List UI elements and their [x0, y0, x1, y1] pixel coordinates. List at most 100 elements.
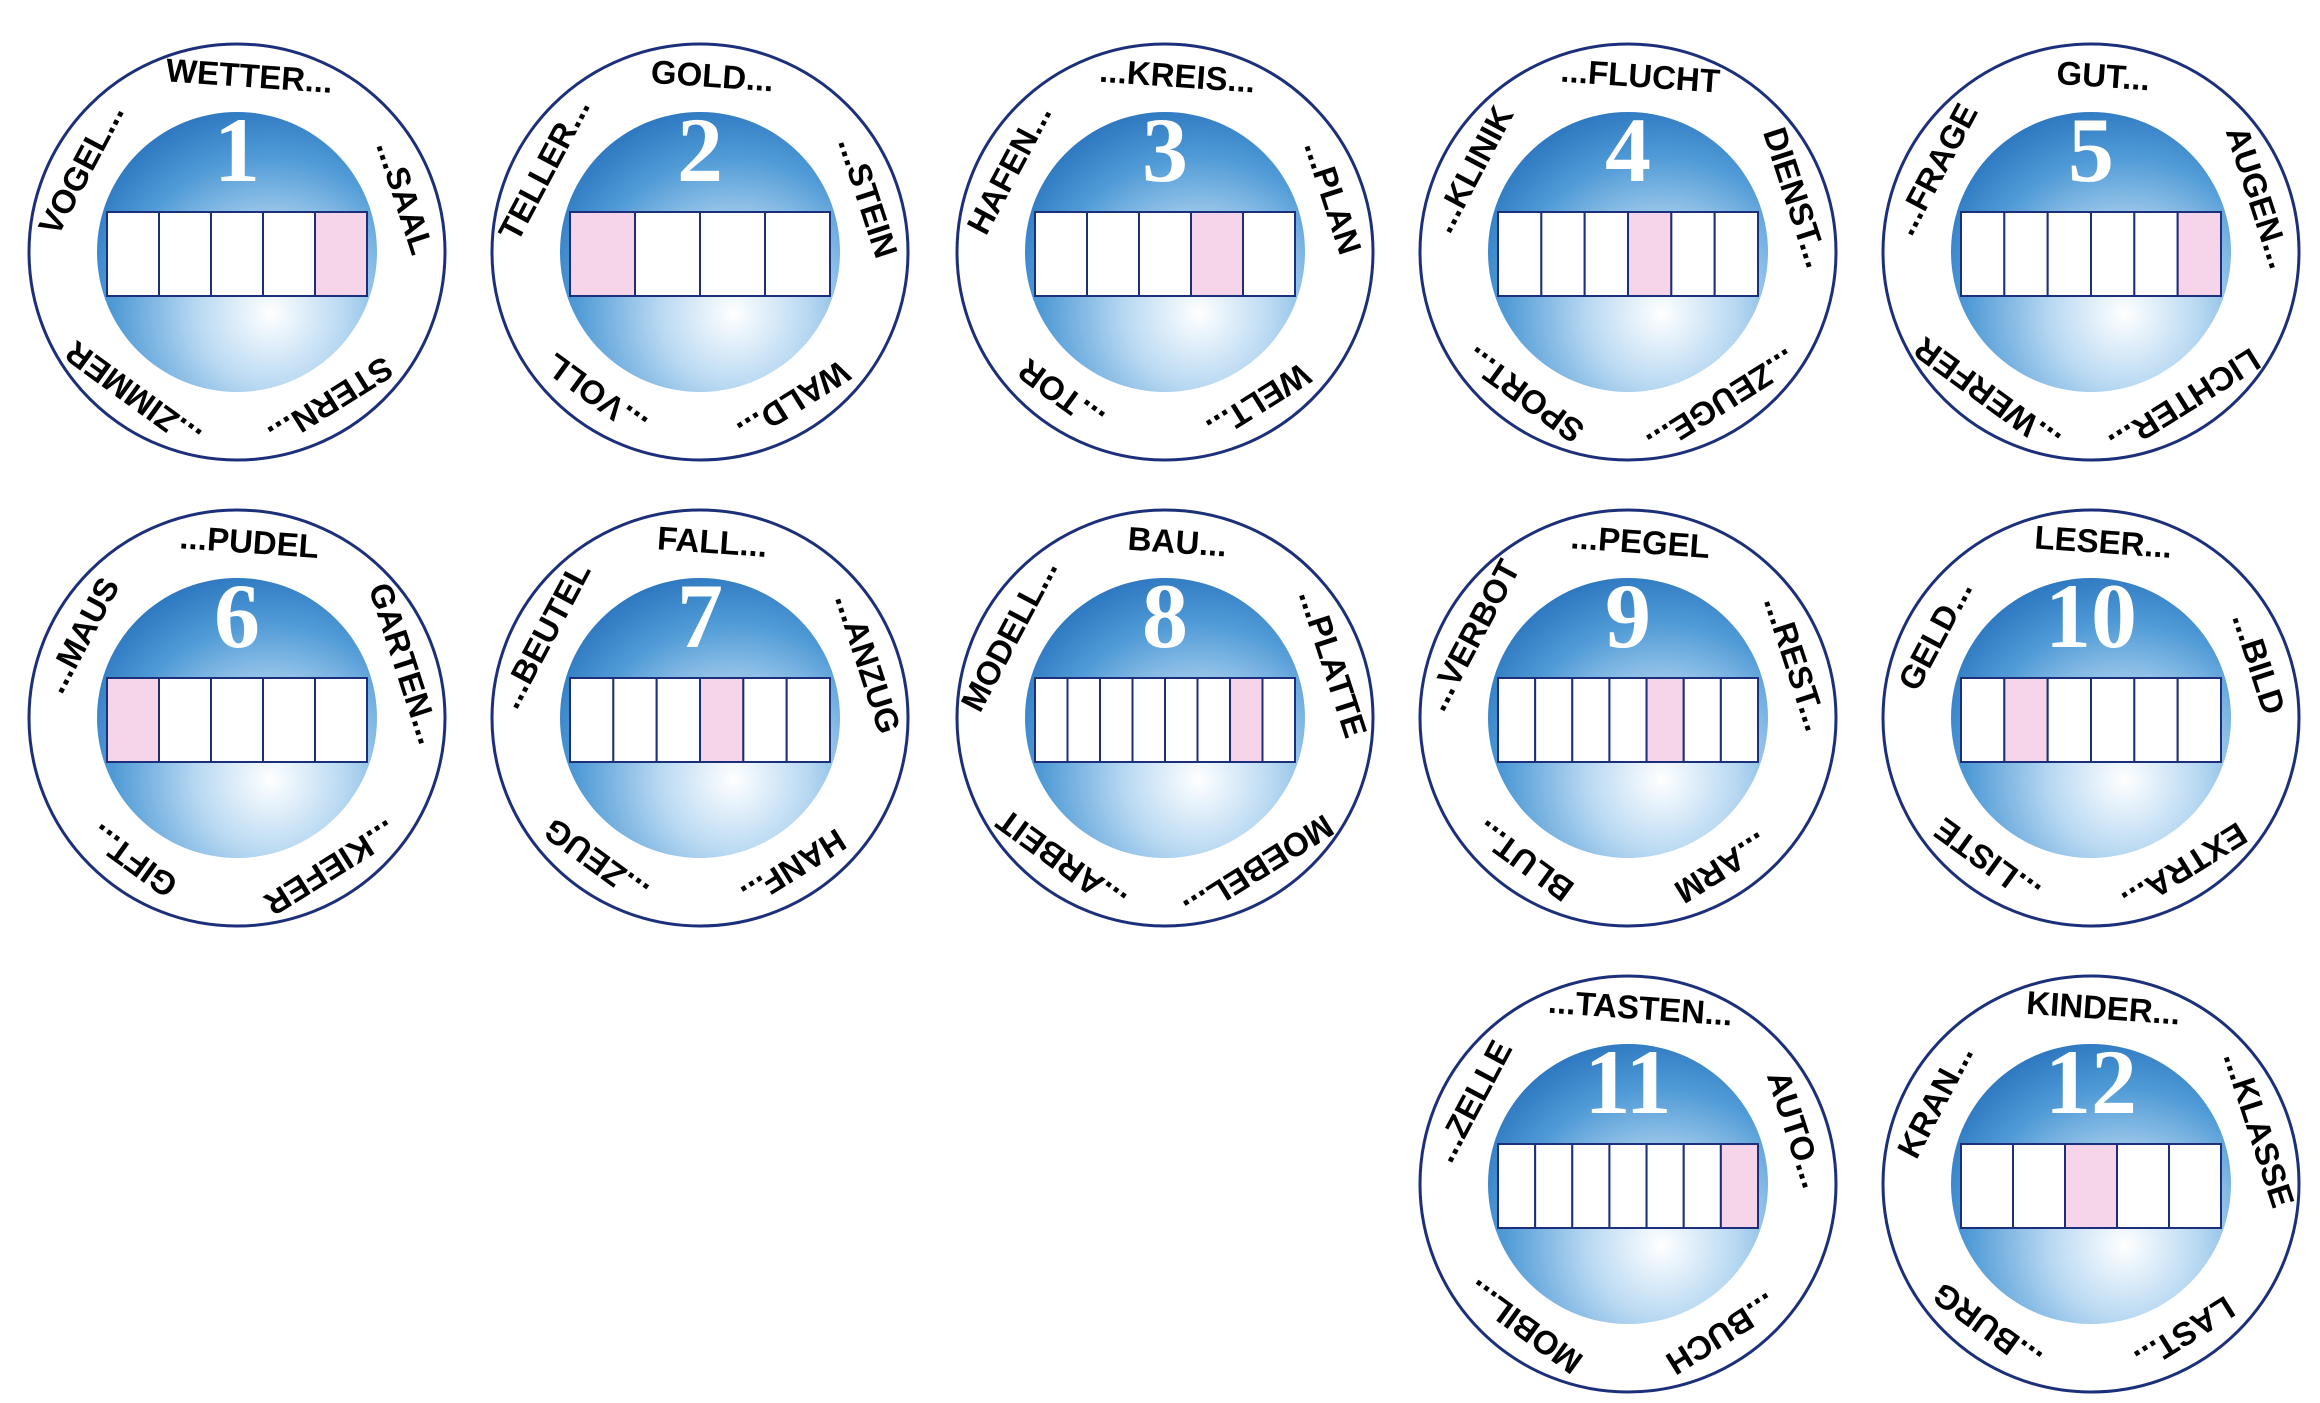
- answer-cells: [569, 211, 831, 297]
- puzzle-disc: 6...MAUS...PUDELGARTEN......KIEFERGIFT..…: [27, 508, 449, 928]
- answer-cell: [1196, 677, 1231, 763]
- puzzle-number: 3: [1142, 99, 1188, 201]
- puzzle-disc: 12KRAN...KINDER......KLASSELAST......BUR…: [1881, 974, 2302, 1394]
- clue-word: GUT...: [2055, 54, 2151, 97]
- answer-cells: [106, 677, 368, 763]
- answer-cell: [1571, 677, 1611, 763]
- answer-cell: [158, 677, 212, 763]
- answer-cell: [1670, 211, 1716, 297]
- answer-cells: [1960, 677, 2223, 763]
- answer-cell: [1138, 211, 1192, 297]
- answer-cell: [1131, 677, 1166, 763]
- answer-cell: [1086, 211, 1140, 297]
- answer-cell: [655, 677, 702, 763]
- answer-cell: [1583, 211, 1629, 297]
- puzzle-disc: 11...ZELLE...TASTEN...AUTO......BUCHMOBI…: [1418, 974, 1838, 1394]
- puzzle-number: 5: [2068, 99, 2114, 201]
- puzzle-number: 1: [214, 99, 260, 201]
- clue-word: FALL...: [656, 519, 768, 564]
- clue-word: GOLD...: [650, 53, 775, 98]
- marked-cell: [1627, 211, 1673, 297]
- answer-cell: [612, 677, 658, 763]
- puzzle-number: 10: [2045, 565, 2137, 667]
- marked-cell: [2003, 677, 2049, 763]
- answer-cell: [764, 211, 831, 297]
- answer-cell: [1960, 1143, 2014, 1229]
- answer-cell: [1497, 211, 1543, 297]
- puzzle-number: 7: [677, 565, 723, 667]
- answer-cells: [1497, 1143, 1760, 1229]
- answer-cell: [699, 211, 766, 297]
- answer-cell: [2046, 211, 2092, 297]
- marked-cell: [314, 211, 368, 297]
- answer-cell: [2133, 677, 2179, 763]
- answer-cell: [2012, 1143, 2066, 1229]
- marked-cell: [569, 211, 636, 297]
- answer-cell: [1960, 677, 2006, 763]
- puzzle-number: 12: [2045, 1031, 2137, 1133]
- puzzle-disc: 8MODELL...BAU......PLATTEMOEBEL......ARB…: [953, 508, 1375, 928]
- puzzle-number: 2: [677, 99, 723, 201]
- answer-cell: [210, 677, 264, 763]
- answer-cells: [569, 677, 832, 763]
- answer-cells: [1497, 211, 1759, 297]
- answer-cell: [106, 211, 160, 297]
- puzzle-disc: 5...FRAGEGUT...AUGEN...LICHTER......WERF…: [1881, 42, 2301, 463]
- answer-cell: [1719, 677, 1760, 763]
- answer-cell: [1034, 211, 1088, 297]
- puzzle-disc: 9...VERBOT...PEGEL...REST......ARMBLUT..…: [1417, 508, 1838, 928]
- answer-cell: [1571, 1143, 1611, 1229]
- puzzle-disc: 1VOGEL...WETTER......SAALSTERN......ZIMM…: [27, 42, 447, 462]
- answer-cell: [1713, 211, 1759, 297]
- answer-cell: [2003, 211, 2049, 297]
- answer-cell: [1497, 1143, 1537, 1229]
- answer-cells: [1034, 677, 1296, 763]
- answer-cells: [106, 211, 368, 297]
- answer-cell: [2116, 1143, 2170, 1229]
- answer-cell: [1164, 677, 1199, 763]
- answer-cell: [262, 211, 316, 297]
- answer-cell: [262, 677, 316, 763]
- answer-cell: [1534, 677, 1574, 763]
- marked-cell: [106, 677, 160, 763]
- answer-cell: [1534, 1143, 1574, 1229]
- marked-cell: [1190, 211, 1244, 297]
- clue-word: BAU...: [1127, 520, 1228, 564]
- answer-cell: [1540, 211, 1586, 297]
- answer-cell: [1242, 211, 1296, 297]
- puzzle-number: 4: [1605, 99, 1651, 201]
- marked-cell: [2176, 211, 2223, 297]
- answer-cells: [1034, 211, 1296, 297]
- puzzle-number: 8: [1142, 565, 1188, 667]
- answer-cell: [2090, 677, 2136, 763]
- answer-cell: [1682, 677, 1722, 763]
- answer-cell: [1034, 677, 1069, 763]
- answer-cell: [1099, 677, 1134, 763]
- answer-cell: [1261, 677, 1296, 763]
- marked-cell: [2064, 1143, 2118, 1229]
- answer-cell: [1645, 1143, 1685, 1229]
- answer-cell: [1066, 677, 1101, 763]
- answer-cell: [2090, 211, 2136, 297]
- answer-cell: [314, 677, 368, 763]
- answer-cells: [1497, 677, 1760, 763]
- answer-cell: [158, 211, 212, 297]
- answer-cell: [1497, 677, 1537, 763]
- answer-cell: [210, 211, 264, 297]
- answer-cell: [634, 211, 701, 297]
- answer-cells: [1960, 1143, 2222, 1229]
- marked-cell: [699, 677, 745, 763]
- marked-cell: [1719, 1143, 1760, 1229]
- answer-cell: [1608, 1143, 1648, 1229]
- answer-cell: [569, 677, 615, 763]
- answer-cell: [742, 677, 788, 763]
- answer-cell: [2046, 677, 2092, 763]
- puzzle-disc: 4...KLINIK...FLUCHTDIENST......ZEUGE...S…: [1418, 42, 1838, 462]
- answer-cell: [1960, 211, 2006, 297]
- puzzle-number: 11: [1585, 1031, 1672, 1133]
